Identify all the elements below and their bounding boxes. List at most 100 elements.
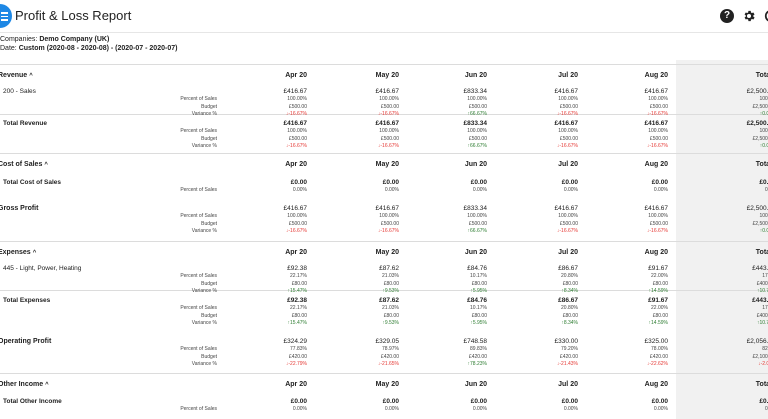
amount-cell: £87.62 [379,297,399,304]
percent-of-sales-cell: 22.17% [290,305,307,311]
amount-cell: £443.1 [752,265,768,272]
percent-of-sales-label: Percent of Sales [180,213,217,219]
arrow-down-icon: ↓ [556,228,560,234]
amount-cell: £92.38 [287,265,307,272]
percent-of-sales-cell: 89.83% [470,346,487,352]
percent-of-sales-cell: 20.80% [561,305,578,311]
column-header: Total [755,381,768,388]
profit-loss-table: Revenue ^ Apr 20 May 20 Jun 20 Jul 20 Aug 20 To… [0,60,768,419]
section-title-2[interactable]: Gross Profit [0,205,39,212]
account-name: 200 - Sales [3,88,36,95]
variance-percent-label: Variance % [191,111,217,117]
amount-cell: £330.00 [554,338,579,345]
column-header: Aug 20 [644,381,668,388]
amount-cell: £329.05 [375,338,400,345]
menu-button[interactable] [0,4,12,28]
amount-cell: £416.67 [375,120,400,127]
amount-cell: £86.67 [558,265,578,272]
section-title-1[interactable]: Cost of Sales ^ [0,161,48,168]
amount-cell: £324.29 [283,338,308,345]
percent-of-sales-cell: 100.00% [558,96,578,102]
column-header: Total [755,249,768,256]
section-title-4[interactable]: Operating Profit [0,338,52,345]
variance-cell: ↑66.67% [427,228,487,234]
variance-cell: ↓-16.67% [518,143,578,149]
column-header: Jul 20 [558,249,578,256]
amount-cell: £0.0 [759,179,768,186]
column-header: Jun 20 [464,249,487,256]
arrow-up-icon: ↑ [467,228,471,234]
percent-of-sales-cell: 79.20% [561,346,578,352]
account-icon[interactable] [764,9,768,23]
percent-of-sales-cell: 0.00% [384,187,399,193]
collapse-caret-icon[interactable]: ^ [29,73,33,79]
amount-cell: £2,500.0 [746,205,768,212]
budget-cell: £80.00 [291,280,307,287]
column-header: Jul 20 [558,161,578,168]
account-name: Total Revenue [3,120,47,127]
amount-cell: £0.00 [290,398,307,405]
arrow-up-icon: ↑ [287,320,291,326]
variance-value: -16.67% [649,228,668,234]
variance-value: -22.79% [288,361,307,367]
row-divider [0,153,768,154]
percent-of-sales-label: Percent of Sales [180,273,217,279]
amount-cell: £0.00 [651,179,668,186]
percent-of-sales-cell: 0.00% [472,187,487,193]
percent-of-sales-cell: 22.00% [651,273,668,279]
budget-cell: £420.00 [649,353,668,360]
percent-of-sales-cell: 22.00% [651,305,668,311]
top-bar: Profit & Loss Report ? [0,0,768,33]
variance-cell: ↑5.95% [427,288,487,294]
amount-cell: £87.62 [379,265,399,272]
amount-cell: £0.0 [759,398,768,405]
budget-label: Budget [201,103,217,110]
collapse-caret-icon[interactable]: ^ [32,250,37,256]
column-header: May 20 [375,72,399,79]
arrow-up-icon: ↑ [382,320,385,326]
variance-cell: ↑66.67% [427,143,487,149]
variance-cell: ↓-16.67% [247,143,307,149]
variance-value: 66.67% [470,228,487,234]
amount-cell: £416.67 [375,88,400,95]
variance-value: -21.43% [559,361,578,367]
variance-value: -16.67% [288,143,307,149]
section-title-5[interactable]: Other Income ^ [0,381,49,388]
percent-of-sales-cell: 10.17% [470,273,487,279]
row-divider [0,290,768,291]
amount-cell: £84.76 [467,265,487,272]
percent-of-sales-cell: 77.83% [290,346,307,352]
collapse-caret-icon[interactable]: ^ [45,382,49,388]
budget-cell: £500.00 [468,103,487,110]
collapse-caret-icon[interactable]: ^ [44,162,48,168]
budget-label: Budget [201,280,217,287]
percent-of-sales-cell: 100.00% [558,128,578,134]
variance-percent-label: Variance % [191,288,217,294]
variance-cell: ↓-22.62% [608,361,668,367]
hamburger-icon [1,12,8,23]
budget-cell: £2,100.0 [752,353,768,360]
percent-of-sales-label: Percent of Sales [180,305,217,311]
section-title-0[interactable]: Revenue ^ [0,72,33,79]
variance-value: -16.67% [559,228,578,234]
budget-cell: £500.00 [649,135,668,142]
variance-cell: ↓-21.65% [339,361,399,367]
variance-value: -16.67% [380,143,399,149]
budget-cell: £80.00 [562,280,578,287]
percent-of-sales-cell: 78.97% [382,346,399,352]
amount-cell: £325.00 [644,338,669,345]
amount-cell: £91.67 [648,297,668,304]
arrow-up-icon: ↑ [648,320,652,326]
help-icon[interactable]: ? [720,9,734,23]
amount-cell: £0.00 [651,398,668,405]
percent-of-sales-cell: 0.0 [765,406,768,412]
arrow-up-icon: ↑ [759,143,763,149]
variance-cell: ↑78.23% [427,361,487,367]
section-title-3[interactable]: Expenses ^ [0,249,37,256]
budget-cell: £500.00 [468,135,487,142]
percent-of-sales-cell: 100.00% [467,213,487,219]
arrow-up-icon: ↑ [561,320,564,326]
variance-value: -16.67% [559,111,578,117]
gear-icon[interactable] [742,9,756,23]
variance-cell: ↓-21.43% [518,361,578,367]
